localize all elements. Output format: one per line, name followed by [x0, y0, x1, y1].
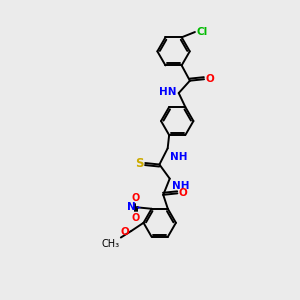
- Text: S: S: [135, 157, 144, 169]
- Text: O: O: [131, 213, 140, 223]
- Text: O: O: [179, 188, 188, 198]
- Text: +: +: [135, 205, 141, 209]
- Text: O: O: [121, 226, 130, 237]
- Text: O: O: [206, 74, 214, 84]
- Text: NH: NH: [170, 152, 188, 162]
- Text: NH: NH: [172, 181, 190, 191]
- Text: O: O: [131, 193, 140, 203]
- Text: N: N: [127, 202, 135, 212]
- Text: CH₃: CH₃: [101, 239, 120, 249]
- Text: Cl: Cl: [196, 27, 207, 37]
- Text: HN: HN: [159, 87, 177, 97]
